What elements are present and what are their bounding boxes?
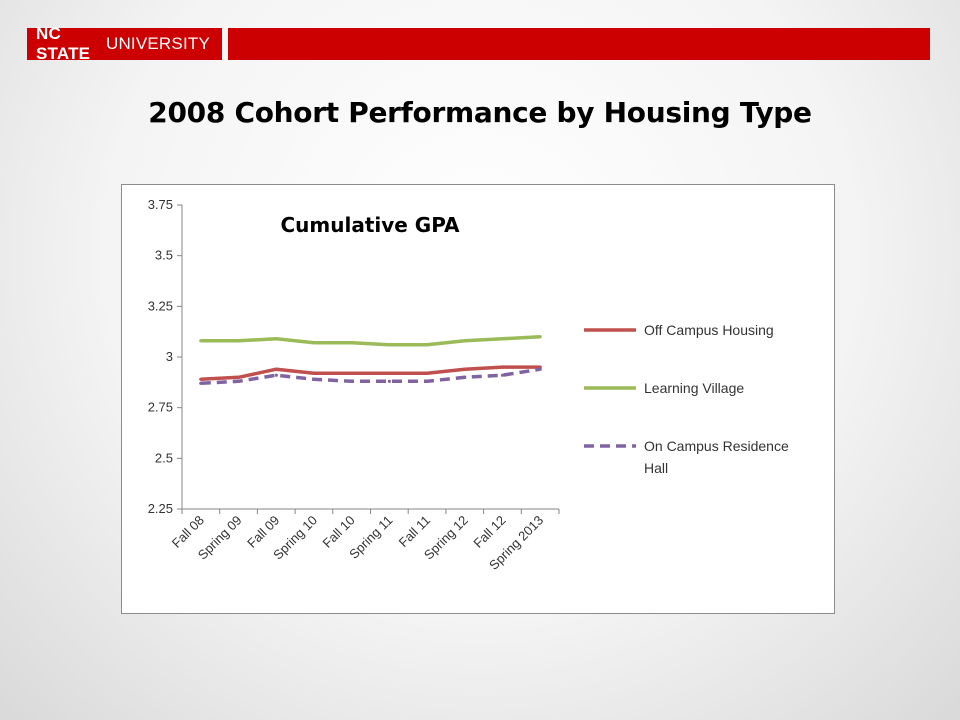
- data-point-1: [387, 343, 391, 347]
- gpa-line-chart: Cumulative GPA3.753.53.2532.752.52.25Fal…: [148, 197, 789, 573]
- data-point-0: [387, 371, 391, 375]
- y-tick-label: 2.75: [148, 400, 173, 415]
- data-point-1: [237, 339, 241, 343]
- data-point-2: [312, 377, 316, 381]
- chart-title: Cumulative GPA: [280, 213, 460, 237]
- data-point-2: [274, 373, 278, 377]
- data-point-1: [199, 339, 203, 343]
- brand-red-stripe: [228, 28, 930, 60]
- data-point-2: [387, 379, 391, 383]
- data-point-2: [350, 379, 354, 383]
- brand-header-bar: NC STATE UNIVERSITY: [27, 24, 930, 63]
- data-point-0: [199, 377, 203, 381]
- data-point-1: [538, 335, 542, 339]
- data-point-1: [274, 337, 278, 341]
- data-point-2: [463, 375, 467, 379]
- data-point-1: [500, 337, 505, 341]
- logo-bold-text: NC STATE: [36, 24, 91, 63]
- y-tick-label: 3.5: [155, 248, 173, 263]
- legend-label-0: Off Campus Housing: [644, 322, 774, 338]
- data-point-0: [274, 367, 278, 371]
- data-point-2: [425, 379, 429, 383]
- data-point-0: [425, 371, 429, 375]
- logo-rest-text: UNIVERSITY: [105, 34, 210, 53]
- data-point-0: [463, 367, 467, 371]
- data-point-1: [463, 339, 467, 343]
- y-tick-label: 3.25: [148, 298, 173, 313]
- data-point-2: [237, 379, 241, 383]
- data-point-0: [237, 375, 241, 379]
- data-point-1: [312, 341, 316, 345]
- university-logo: NC STATE UNIVERSITY: [27, 24, 222, 63]
- y-tick-label: 2.5: [155, 450, 173, 465]
- y-tick-label: 3: [166, 349, 173, 364]
- y-tick-label: 2.25: [148, 501, 173, 516]
- chart-frame: Cumulative GPA 3.75 3.5 3.25 3 2.75 2.5 2.25 Fal…: [121, 184, 835, 614]
- data-point-0: [312, 371, 316, 375]
- legend-label-1: Learning Village: [644, 380, 744, 396]
- slide-title: 2008 Cohort Performance by Housing Type: [148, 96, 812, 129]
- series-line-1: [200, 334, 541, 347]
- y-tick-label: 3.75: [148, 197, 173, 212]
- data-point-0: [350, 371, 354, 375]
- data-point-2: [199, 381, 203, 385]
- data-point-1: [425, 343, 429, 347]
- data-point-2: [538, 367, 542, 371]
- data-point-0: [500, 365, 505, 369]
- data-point-2: [500, 373, 505, 377]
- data-point-1: [350, 341, 354, 345]
- series-line-0: [200, 365, 541, 382]
- legend-label-2: On Campus Residence Hall: [644, 438, 789, 476]
- series-line-2: [200, 367, 541, 386]
